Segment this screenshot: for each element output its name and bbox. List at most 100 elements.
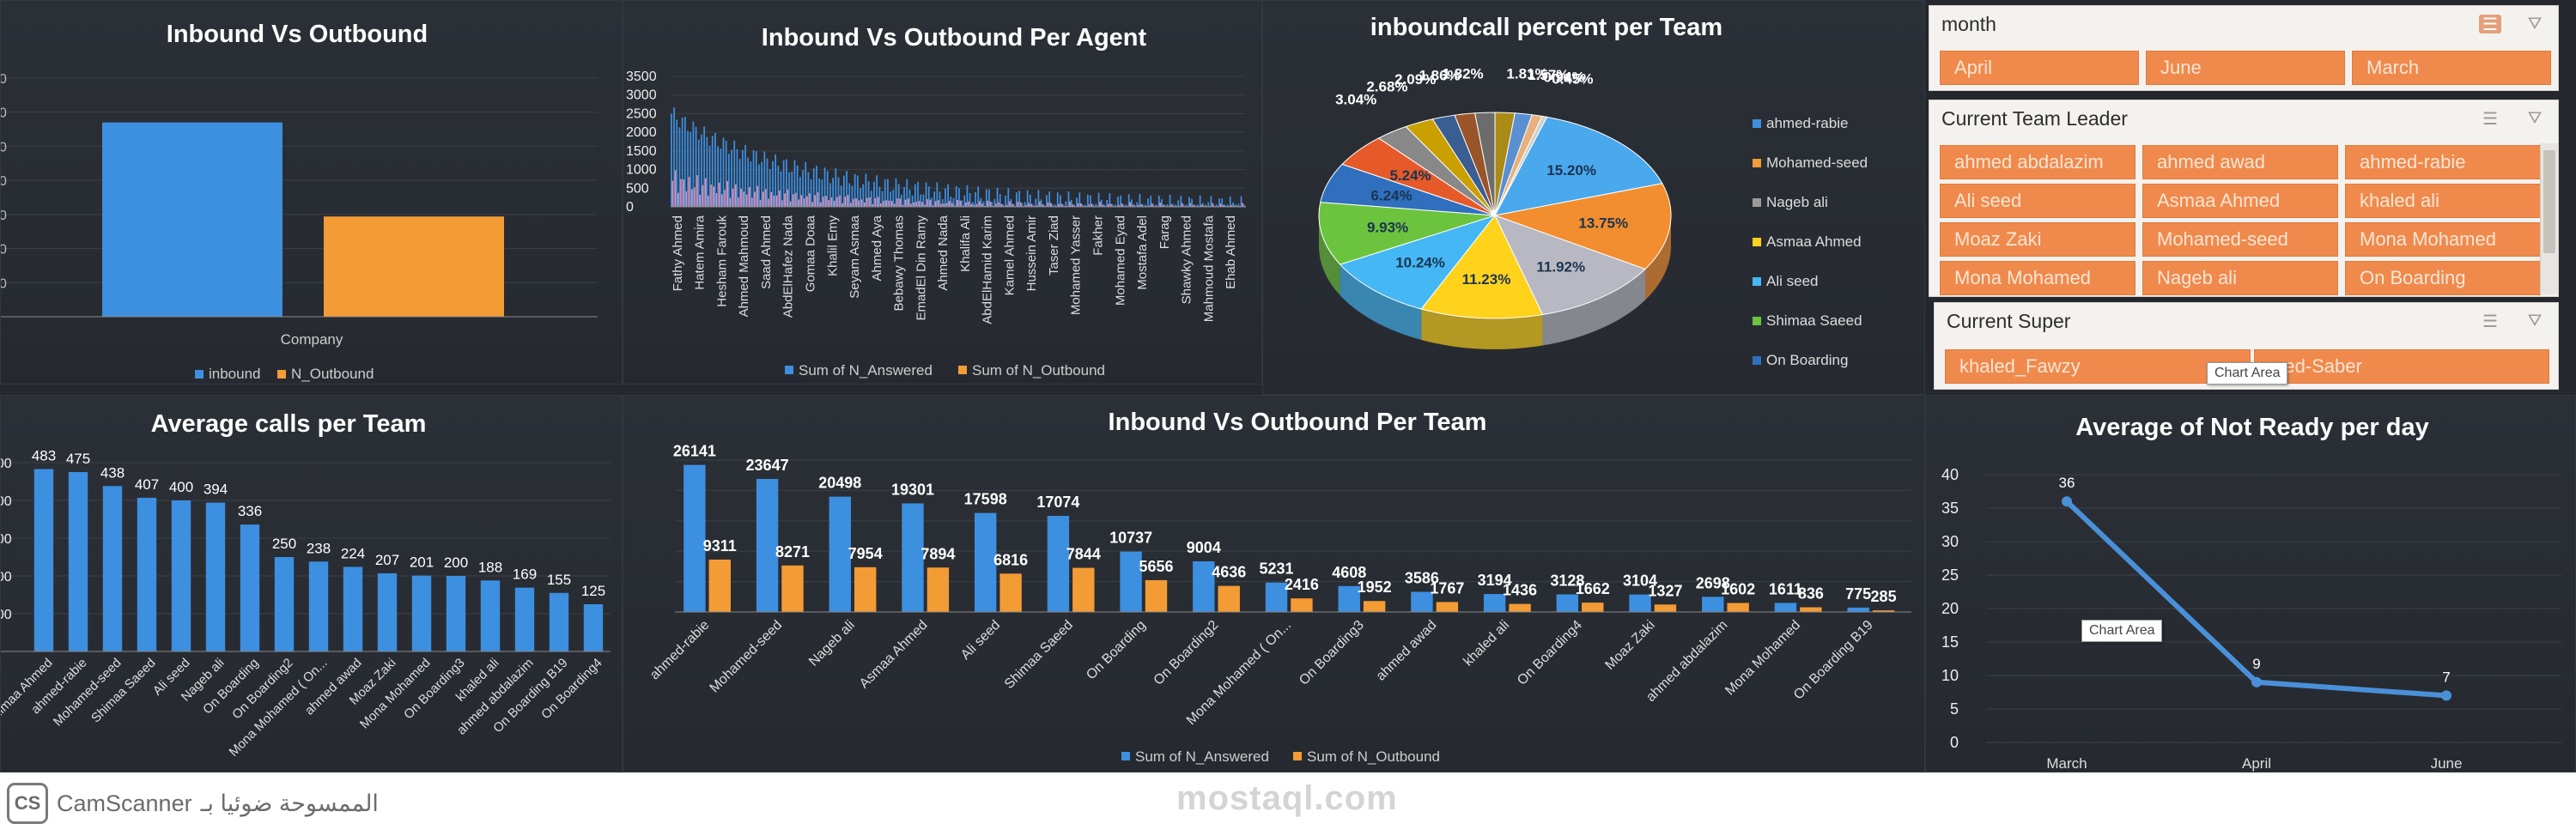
bar-answered (1163, 204, 1166, 207)
bar-answered (1338, 585, 1360, 612)
bar-answered (873, 181, 875, 207)
bar-outbound (915, 202, 918, 207)
legend-swatch (1121, 752, 1130, 760)
bar-answered (895, 178, 897, 207)
bar-data-label: 169 (513, 566, 537, 583)
x-tick-label: Mostafa Adel (1135, 215, 1150, 290)
bar-outbound (927, 199, 928, 207)
bar-answered (1242, 204, 1245, 207)
bar-answered (1070, 199, 1072, 207)
bar-answered (974, 512, 997, 612)
slicer-item[interactable]: Nageb ali (2142, 261, 2338, 295)
x-tick-label: On Boarding (1084, 618, 1149, 683)
legend-label: Shimaa Saeed (1766, 312, 1862, 329)
bar-data-label: 5231 (1259, 560, 1293, 578)
slicer-item[interactable]: Asmaa Ahmed (2142, 184, 2338, 218)
pie-data-label: 11.92% (1536, 258, 1585, 275)
bar-answered (826, 171, 829, 207)
bar-outbound (683, 179, 684, 207)
bar-answered (854, 173, 856, 207)
bar-average-calls (274, 557, 295, 651)
bar-data-label: 394 (204, 482, 228, 498)
pie-data-label: 0.45% (1552, 70, 1593, 87)
bar-outbound (847, 195, 849, 207)
bar-data-label: 2416 (1285, 576, 1319, 593)
pie-data-label: 11.23% (1462, 271, 1511, 288)
bar-answered (793, 160, 796, 207)
bar-answered (1048, 191, 1051, 207)
bar-outbound (913, 202, 914, 207)
bar-outbound (910, 203, 912, 207)
x-tick-label: ahmed-rabie (647, 618, 713, 683)
point-data-label: 9 (2252, 656, 2260, 672)
bar-outbound (1800, 607, 1822, 612)
pie-data-label: 15.20% (1546, 162, 1596, 179)
bar-answered (917, 181, 919, 207)
bar-outbound (694, 187, 696, 207)
pie-slice-1 (1493, 183, 1672, 270)
slicer-item[interactable]: March (2352, 51, 2551, 85)
bar-answered (690, 131, 692, 207)
slicer-item[interactable]: ahmed awad (2142, 145, 2338, 179)
bar-answered (823, 167, 826, 207)
multi-select-icon[interactable]: ☰ (2482, 312, 2498, 331)
clear-filter-icon[interactable]: ⛛ (2527, 14, 2543, 33)
bar-data-label: 9004 (1187, 539, 1221, 556)
bar-outbound (759, 199, 762, 207)
slicer-item[interactable]: On Boarding (2345, 261, 2541, 295)
scrollbar-thumb[interactable] (2543, 150, 2555, 253)
pie-data-label: 1.82% (1442, 65, 1483, 82)
bar-answered (1411, 591, 1433, 612)
bar-outbound (726, 181, 728, 207)
slicer-item[interactable]: Mona Mohamed (2345, 222, 2541, 257)
bar-answered (947, 184, 949, 207)
bar-outbound (959, 200, 962, 207)
slicer-scrollbar[interactable] (2540, 143, 2558, 294)
x-tick-label: Hesham Farouk (714, 215, 729, 307)
bar-data-label: 238 (307, 540, 331, 556)
bar-answered (780, 171, 782, 207)
x-tick-label: Shimaa Saeed (1002, 618, 1076, 692)
multi-select-icon[interactable]: ☰ (2479, 15, 2501, 34)
bar-answered (703, 126, 706, 207)
axis-tick-label: 20 (1941, 600, 1959, 617)
bar-outbound (984, 205, 986, 207)
slicer-item[interactable]: Ali seed (1940, 184, 2136, 218)
slicer-item[interactable]: June (2146, 51, 2345, 85)
bar-answered (1092, 204, 1095, 207)
slicer-header: Current Super (1947, 310, 2071, 332)
slicer-item[interactable]: Mohamed-seed (2142, 222, 2338, 257)
slicer-item[interactable]: ...ed-Saber (2254, 349, 2549, 384)
bar-outbound (828, 200, 830, 207)
bar-data-label: 6816 (993, 551, 1028, 568)
slicer-item[interactable]: Mona Mohamed (1940, 261, 2136, 295)
slicer-item[interactable]: ahmed abdalazim (1940, 145, 2136, 179)
bar-data-label: 9311 (703, 537, 737, 554)
legend-label: ahmed-rabie (1766, 115, 1848, 131)
slicer-team-leader: Current Team Leader ☰ ⛛ ahmed abdalazim a… (1929, 100, 2559, 297)
bar-average-calls (446, 576, 466, 651)
bar-outbound (819, 202, 822, 207)
axis-tick-label: 3000 (626, 88, 657, 103)
slicer-item[interactable]: Moaz Zaki (1940, 222, 2136, 257)
multi-select-icon[interactable]: ☰ (2482, 109, 2498, 129)
slicer-item[interactable]: khaled_Fawzy (1945, 349, 2251, 384)
axis-tick-label: 0 (1, 243, 7, 257)
bar-answered (782, 160, 785, 207)
slicer-item[interactable]: khaled ali (2345, 184, 2541, 218)
x-tick-label: Ahmed Aya (870, 215, 884, 281)
bar-outbound (1148, 205, 1151, 207)
slicer-item[interactable]: April (1940, 51, 2139, 85)
axis-tick-label: 500 (1, 457, 12, 471)
bar-answered (1076, 197, 1078, 207)
bar-answered (1042, 204, 1045, 207)
bar-answered (1483, 594, 1506, 612)
bar-answered (701, 134, 702, 207)
slicer-item[interactable]: ahmed-rabie (2345, 145, 2541, 179)
bar-answered (908, 189, 911, 207)
clear-filter-icon[interactable]: ⛛ (2527, 108, 2543, 128)
x-tick-label: On Boarding4 (538, 656, 605, 722)
bar-outbound (1212, 203, 1213, 207)
bar-answered (1240, 196, 1242, 207)
clear-filter-icon[interactable]: ⛛ (2527, 311, 2543, 330)
